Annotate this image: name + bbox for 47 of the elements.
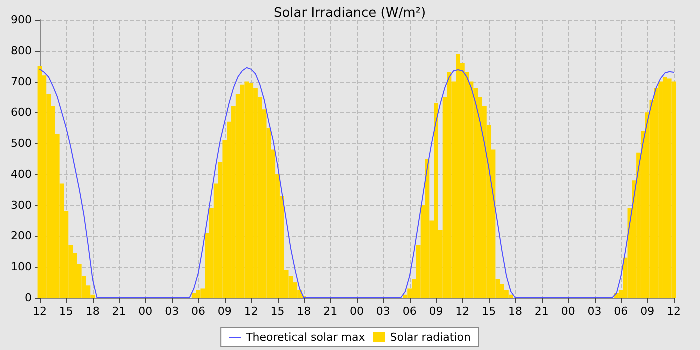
x-tick-label: 03 <box>588 305 602 318</box>
y-tick-label: 100 <box>11 260 32 274</box>
x-tick-label: 15 <box>482 305 496 318</box>
bar <box>192 293 196 298</box>
bar <box>667 78 672 298</box>
y-tick-label: 200 <box>11 230 32 243</box>
bar <box>244 82 250 298</box>
x-tick-label: 03 <box>376 305 390 318</box>
x-tick-label: 00 <box>138 305 153 318</box>
x-tick-label: 06 <box>402 305 417 318</box>
x-tick-label: 00 <box>350 305 364 318</box>
bar <box>447 72 452 298</box>
x-tick-label: 12 <box>456 305 470 318</box>
x-tick-label: 12 <box>667 305 681 318</box>
x-tick-label: 12 <box>244 305 258 318</box>
x-tick-label: 09 <box>429 305 444 318</box>
x-tick-label: 09 <box>218 305 232 318</box>
legend-label: Theoretical solar max <box>245 331 366 344</box>
x-tick-label: 21 <box>112 305 126 318</box>
x-tick-label: 06 <box>614 305 628 318</box>
bar <box>508 294 514 298</box>
x-tick-label: 18 <box>297 305 312 318</box>
bar <box>672 82 676 298</box>
x-tick-label: 00 <box>561 305 576 318</box>
y-tick-label: 400 <box>11 168 32 181</box>
y-tick-label: 800 <box>11 44 32 58</box>
x-tick-label: 18 <box>508 305 522 318</box>
bar <box>38 66 42 298</box>
x-tick-label: 21 <box>534 305 549 318</box>
x-tick-label: 18 <box>86 305 100 318</box>
y-tick-label: 600 <box>11 106 32 120</box>
bar <box>425 159 430 298</box>
y-tick-label: 300 <box>11 198 32 212</box>
x-tick-label: 15 <box>270 305 285 318</box>
legend-label: Solar radiation <box>390 331 471 344</box>
x-tick-label: 21 <box>324 305 338 318</box>
x-tick-label: 09 <box>640 305 655 318</box>
y-tick-label: 500 <box>11 137 32 150</box>
x-tick-label: 12 <box>33 305 47 318</box>
x-tick-label: 06 <box>192 305 206 318</box>
x-tick-label: 15 <box>59 305 74 318</box>
bar <box>240 84 245 298</box>
y-tick-label: 900 <box>11 14 32 26</box>
x-tick-label: 03 <box>165 305 180 318</box>
y-tick-label: 0 <box>25 292 32 304</box>
chart-title: Solar Irradiance (W/m²) <box>274 6 426 21</box>
y-tick-label: 700 <box>11 75 32 88</box>
